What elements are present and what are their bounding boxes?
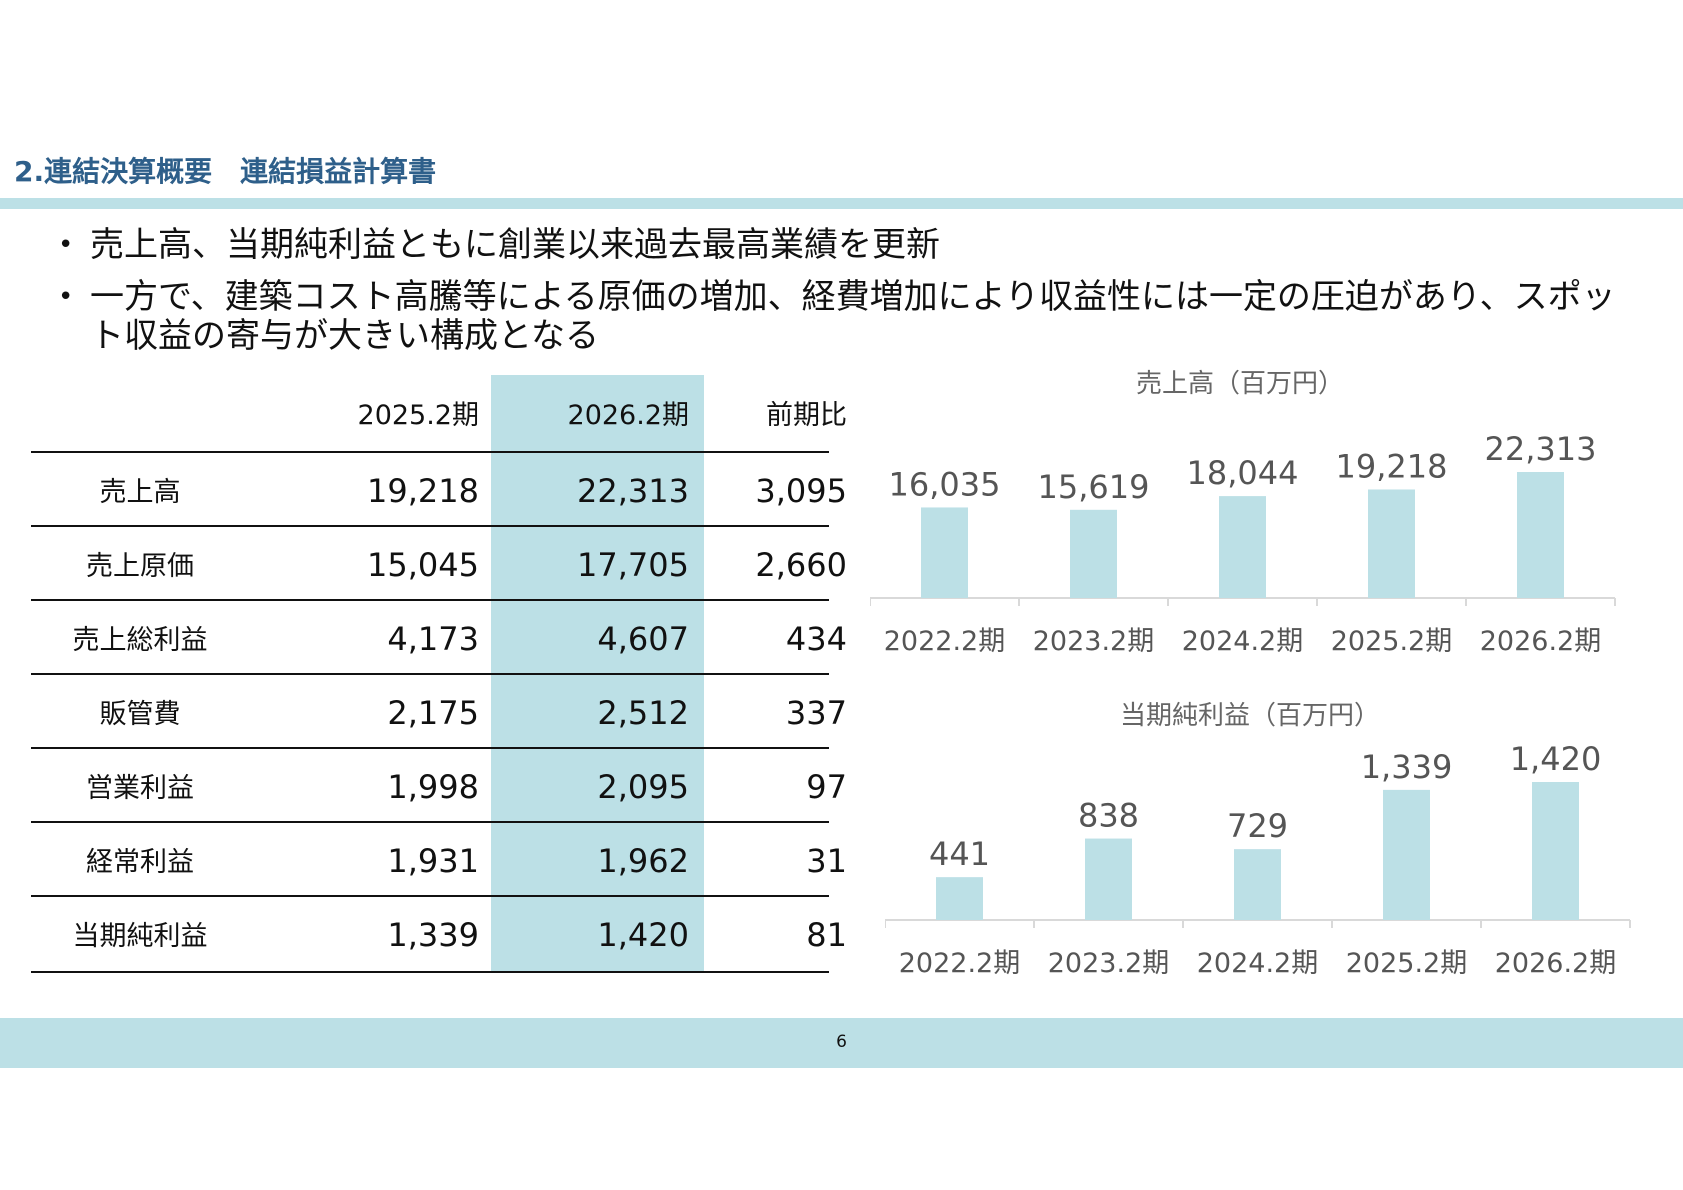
net-income-bar-chart: 441 2022.2期 838 2023.2期 729 2024.2期 1,339 2025.… <box>885 740 1631 979</box>
category-label: 2023.2期 <box>1048 948 1169 979</box>
diff-value: 81 <box>806 916 847 954</box>
bar <box>921 507 968 598</box>
bar <box>1085 838 1132 920</box>
data-label: 19,218 <box>1336 447 1448 485</box>
title-underline-bar <box>0 198 1683 209</box>
prev-value: 4,173 <box>387 620 479 658</box>
row-label: 販管費 <box>99 699 181 730</box>
data-label: 22,313 <box>1485 430 1597 468</box>
table-header: 2025.2期 2026.2期 前期比 <box>31 375 847 451</box>
data-label: 1,420 <box>1510 740 1602 778</box>
current-value: 2,512 <box>597 694 689 732</box>
bar <box>1517 472 1564 598</box>
net-income-chart-title: 当期純利益（百万円） <box>1119 701 1380 731</box>
category-label: 2025.2期 <box>1331 626 1452 657</box>
bullet-item: 売上高、当期純利益ともに創業以来過去最高業績を更新 <box>58 226 1638 266</box>
data-label: 729 <box>1227 807 1288 845</box>
row-label: 経常利益 <box>86 847 194 878</box>
column-header-prev: 2025.2期 <box>357 400 479 431</box>
current-value: 2,095 <box>597 768 689 806</box>
diff-value: 31 <box>806 842 847 880</box>
row-label: 営業利益 <box>86 773 194 804</box>
bar <box>1070 509 1117 598</box>
sales-bar-chart: 16,035 2022.2期 15,619 2023.2期 18,044 2024.2期 1… <box>870 430 1616 657</box>
page-number: 6 <box>836 1032 847 1052</box>
category-label: 2024.2期 <box>1182 626 1303 657</box>
bar <box>1219 496 1266 598</box>
page-title: 2.連結決算概要 連結損益計算書 <box>14 155 437 188</box>
bar <box>1368 489 1415 598</box>
table-row: 販管費 2,175 2,512 337 <box>31 673 847 749</box>
data-label: 838 <box>1078 797 1139 835</box>
data-label: 16,035 <box>889 465 1001 503</box>
current-value: 1,420 <box>597 916 689 954</box>
column-header-current: 2026.2期 <box>567 400 689 431</box>
sales-chart-title: 売上高（百万円） <box>1135 369 1344 399</box>
prev-value: 1,339 <box>387 916 479 954</box>
diff-value: 3,095 <box>755 472 847 510</box>
current-value: 17,705 <box>577 546 689 584</box>
category-label: 2022.2期 <box>899 948 1020 979</box>
table-row: 売上高 19,218 22,313 3,095 <box>31 451 847 527</box>
table-row: 売上原価 15,045 17,705 2,660 <box>31 525 847 601</box>
prev-value: 2,175 <box>387 694 479 732</box>
current-value: 1,962 <box>597 842 689 880</box>
row-label: 当期純利益 <box>72 921 208 952</box>
column-header-diff: 前期比 <box>766 400 847 431</box>
diff-value: 97 <box>806 768 847 806</box>
income-statement-table: 2025.2期 2026.2期 前期比 売上高 19,218 22,313 3,… <box>31 375 847 975</box>
prev-value: 15,045 <box>367 546 479 584</box>
table-row: 営業利益 1,998 2,095 97 <box>31 747 847 823</box>
current-value: 4,607 <box>597 620 689 658</box>
bar <box>936 877 983 920</box>
category-label: 2024.2期 <box>1197 948 1318 979</box>
diff-value: 337 <box>785 694 847 732</box>
row-label: 売上原価 <box>86 551 194 582</box>
category-label: 2026.2期 <box>1480 626 1601 657</box>
row-label: 売上高 <box>99 477 181 508</box>
data-label: 441 <box>929 835 990 873</box>
summary-bullets: 売上高、当期純利益ともに創業以来過去最高業績を更新 一方で、建築コスト高騰等によ… <box>58 226 1638 369</box>
table-row: 当期純利益 1,339 1,420 81 <box>31 895 847 973</box>
current-value: 22,313 <box>577 472 689 510</box>
bullet-item: 一方で、建築コスト高騰等による原価の増加、経費増加により収益性には一定の圧迫があ… <box>58 278 1638 356</box>
data-label: 18,044 <box>1187 454 1299 492</box>
prev-value: 19,218 <box>367 472 479 510</box>
category-label: 2022.2期 <box>884 626 1005 657</box>
data-label: 15,619 <box>1038 468 1150 506</box>
diff-value: 2,660 <box>755 546 847 584</box>
footer-bar <box>0 1018 1683 1068</box>
data-label: 1,339 <box>1361 748 1453 786</box>
row-label: 売上総利益 <box>72 625 208 656</box>
diff-value: 434 <box>785 620 847 658</box>
prev-value: 1,931 <box>387 842 479 880</box>
category-label: 2026.2期 <box>1495 948 1616 979</box>
bar <box>1234 849 1281 920</box>
category-label: 2023.2期 <box>1033 626 1154 657</box>
table-row: 売上総利益 4,173 4,607 434 <box>31 599 847 675</box>
bar <box>1383 789 1430 920</box>
prev-value: 1,998 <box>387 768 479 806</box>
table-row: 経常利益 1,931 1,962 31 <box>31 821 847 897</box>
category-label: 2025.2期 <box>1346 948 1467 979</box>
bar <box>1532 782 1579 920</box>
